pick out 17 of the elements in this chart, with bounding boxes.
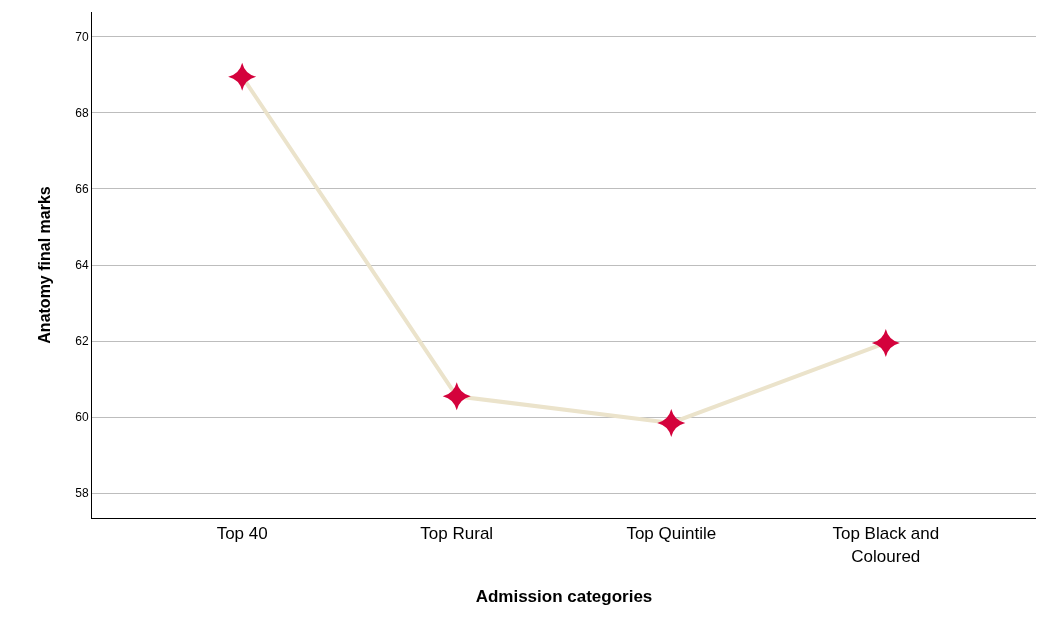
x-axis-title: Admission categories xyxy=(475,586,653,606)
x-tick-label: Top Rural xyxy=(420,524,494,544)
y-tick-label: 62 xyxy=(75,334,89,349)
y-tick-label: 64 xyxy=(75,258,89,273)
point xyxy=(442,382,471,411)
x-tick-label: Top Quintile xyxy=(626,524,717,544)
y-tick-label: 70 xyxy=(75,29,89,44)
y-tick-label: 60 xyxy=(75,410,89,425)
x-tick-label: Top Black and Coloured xyxy=(832,524,940,566)
point xyxy=(871,328,900,357)
y-tick-label: 58 xyxy=(75,486,89,501)
point xyxy=(228,62,257,91)
x-tick-label: Top 40 xyxy=(216,524,268,544)
y-tick-label: 66 xyxy=(75,182,89,197)
y-tick-label: 68 xyxy=(75,106,89,121)
y-axis-title: Anatomy final marks xyxy=(36,186,54,344)
point xyxy=(657,408,686,437)
